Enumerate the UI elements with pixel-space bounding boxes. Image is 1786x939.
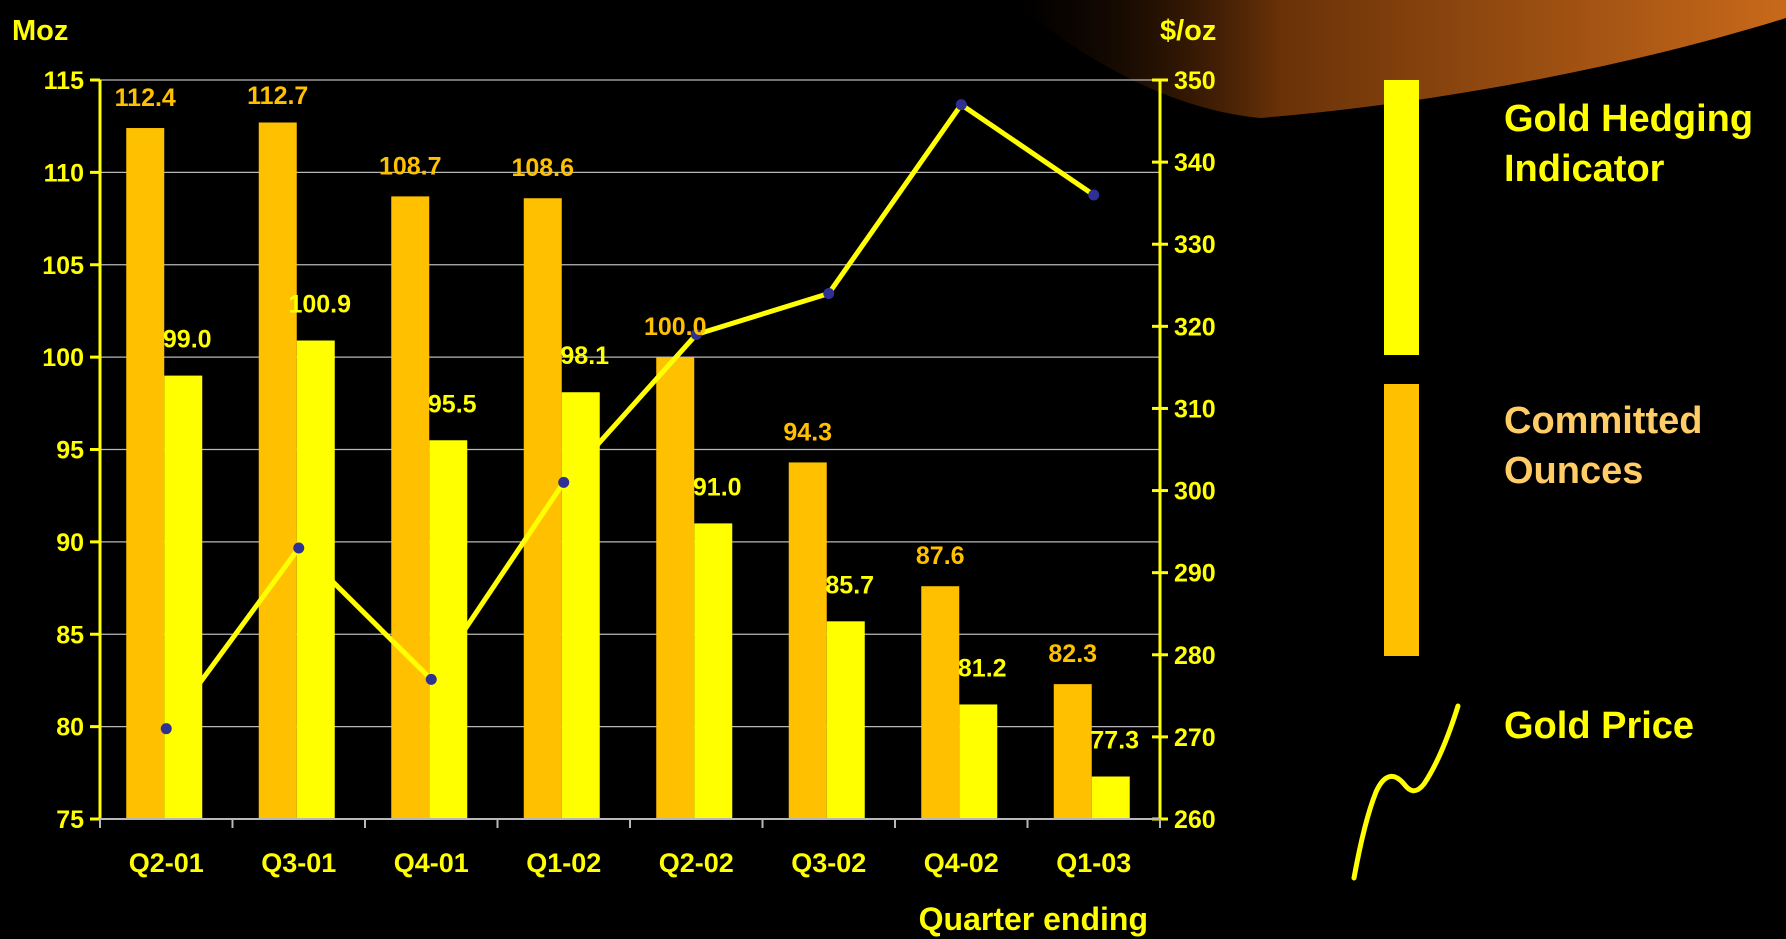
legend-label-price: Gold Price xyxy=(1504,705,1695,747)
x-axis-title: Quarter ending xyxy=(919,901,1148,937)
right-tick-label: 270 xyxy=(1174,724,1216,752)
right-axis-label: $/oz xyxy=(1160,15,1216,47)
price-point xyxy=(558,476,570,488)
data-label-committed: 82.3 xyxy=(1048,640,1097,668)
x-tick-label: Q3-01 xyxy=(261,848,336,878)
price-point xyxy=(1088,189,1100,201)
right-tick-label: 330 xyxy=(1174,231,1216,259)
x-tick-label: Q1-03 xyxy=(1056,848,1131,878)
x-tick-label: Q4-02 xyxy=(924,848,999,878)
bar-committed xyxy=(788,462,827,819)
price-point xyxy=(823,287,835,299)
left-tick-label: 90 xyxy=(56,529,84,557)
right-tick-label: 300 xyxy=(1174,478,1216,506)
legend-label-hedging: Gold Hedging Indicator xyxy=(1504,98,1754,190)
x-tick-label: Q2-01 xyxy=(129,848,204,878)
bar-committed xyxy=(1053,684,1092,819)
bar-hedging xyxy=(959,704,998,819)
left-tick-label: 115 xyxy=(44,67,84,95)
left-tick-label: 75 xyxy=(56,806,84,834)
legend-label-committed: Committed Ounces xyxy=(1504,400,1703,492)
data-label-hedging: 91.0 xyxy=(693,473,742,501)
data-label-committed: 94.3 xyxy=(783,418,832,446)
x-tick-label: Q1-02 xyxy=(526,848,601,878)
data-label-hedging: 100.9 xyxy=(288,290,351,318)
data-label-committed: 108.7 xyxy=(379,152,442,180)
legend-swatch-hedging xyxy=(1384,80,1419,355)
decorative-swoosh xyxy=(1010,0,1786,118)
price-line xyxy=(160,99,1100,735)
x-tick-label: Q3-02 xyxy=(791,848,866,878)
data-label-hedging: 81.2 xyxy=(958,654,1007,682)
data-label-committed: 87.6 xyxy=(916,542,965,570)
left-tick-label: 85 xyxy=(56,621,84,649)
data-label-hedging: 85.7 xyxy=(825,571,874,599)
bar-hedging xyxy=(1091,776,1130,819)
data-label-hedging: 95.5 xyxy=(428,390,477,418)
bar-committed xyxy=(126,128,165,819)
legend-swatch-committed xyxy=(1384,384,1419,656)
bar-committed xyxy=(656,357,695,819)
legend xyxy=(1351,80,1461,881)
price-point xyxy=(955,99,967,111)
bar-committed xyxy=(921,586,960,819)
bar-committed xyxy=(523,198,562,820)
left-tick-label: 110 xyxy=(44,159,84,187)
x-tick-label: Q2-02 xyxy=(659,848,734,878)
bars xyxy=(126,122,1130,820)
data-label-hedging: 99.0 xyxy=(163,326,212,354)
data-label-committed: 112.4 xyxy=(115,84,176,112)
left-tick-label: 95 xyxy=(56,437,84,465)
data-label-hedging: 77.3 xyxy=(1090,727,1139,755)
data-label-committed: 100.0 xyxy=(644,313,707,341)
left-tick-label: 80 xyxy=(56,714,84,742)
bar-committed xyxy=(258,122,297,820)
left-axis-label: Moz xyxy=(12,15,68,47)
bar-hedging xyxy=(694,523,733,819)
price-point xyxy=(690,329,702,341)
data-label-committed: 112.7 xyxy=(247,82,308,110)
bar-hedging xyxy=(429,440,468,819)
left-tick-label: 105 xyxy=(42,252,84,280)
bar-hedging xyxy=(826,621,865,819)
bar-committed xyxy=(391,196,430,819)
data-label-hedging: 98.1 xyxy=(560,342,609,370)
bar-hedging xyxy=(164,375,203,819)
price-point xyxy=(425,673,437,685)
right-tick-label: 310 xyxy=(1174,395,1216,423)
data-label-committed: 108.6 xyxy=(511,154,574,182)
left-tick-label: 100 xyxy=(42,344,84,372)
right-tick-label: 260 xyxy=(1174,806,1216,834)
price-point xyxy=(293,542,305,554)
x-tick-label: Q4-01 xyxy=(394,848,469,878)
bar-hedging xyxy=(561,392,600,819)
right-tick-label: 280 xyxy=(1174,642,1216,670)
right-tick-label: 340 xyxy=(1174,149,1216,177)
labels: 112.4 99.0 112.7 100.9 108.7 95.5 108.6 98.1 100… xyxy=(115,82,1139,755)
price-polyline xyxy=(164,102,1096,731)
right-tick-label: 320 xyxy=(1174,313,1216,341)
axes: 75 80 85 90 95 100 105 110 115 Moz 260 270 280 290 300… xyxy=(12,15,1216,937)
right-tick-label: 290 xyxy=(1174,560,1216,588)
right-tick-label: 350 xyxy=(1174,67,1216,95)
price-point xyxy=(160,723,172,735)
legend-swatch-price xyxy=(1351,703,1461,881)
